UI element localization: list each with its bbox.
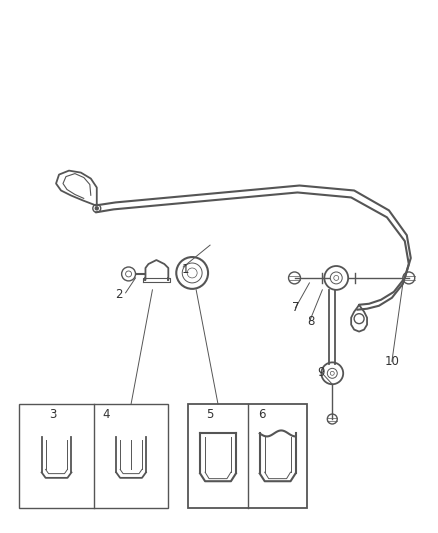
Text: 1: 1 xyxy=(181,263,189,277)
Text: 4: 4 xyxy=(102,408,110,421)
Text: 8: 8 xyxy=(308,315,315,328)
Text: 2: 2 xyxy=(115,288,122,301)
Text: 9: 9 xyxy=(318,366,325,379)
Text: 10: 10 xyxy=(385,355,399,368)
Bar xyxy=(188,404,307,508)
Circle shape xyxy=(357,317,361,321)
Text: 5: 5 xyxy=(206,408,214,421)
Bar xyxy=(19,404,168,508)
Text: 7: 7 xyxy=(292,301,299,314)
Circle shape xyxy=(95,207,98,210)
Text: 6: 6 xyxy=(258,408,265,421)
Text: 3: 3 xyxy=(49,408,57,421)
